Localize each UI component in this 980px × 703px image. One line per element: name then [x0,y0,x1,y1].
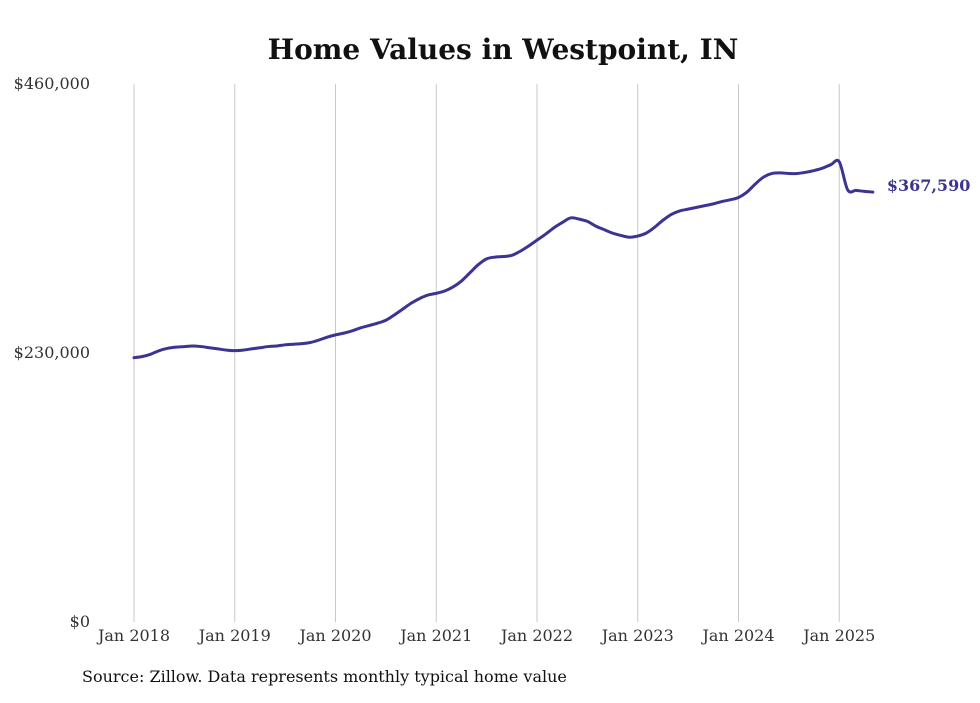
x-tick-label-5: Jan 2023 [600,626,674,645]
y-tick-label-1: $230,000 [14,343,90,362]
x-tick-label-3: Jan 2021 [398,626,472,645]
x-tick-label-0: Jan 2018 [96,626,170,645]
x-tick-label-4: Jan 2022 [499,626,573,645]
x-tick-label-1: Jan 2019 [197,626,271,645]
x-axis-ticks: Jan 2018 Jan 2019 Jan 2020 Jan 2021 Jan 2022… [96,626,875,645]
source-note: Source: Zillow. Data represents monthly … [82,667,567,686]
x-tick-label-7: Jan 2025 [801,626,875,645]
series-layer: $367,590 [132,158,971,360]
series-line-0 [132,158,875,360]
end-value-label: $367,590 [887,176,971,195]
chart-title: Home Values in Westpoint, IN [268,33,739,66]
y-tick-label-2: $460,000 [14,74,90,93]
y-axis-ticks: $0 $230,000 $460,000 [14,74,90,631]
y-tick-label-0: $0 [70,612,90,631]
x-tick-label-6: Jan 2024 [700,626,774,645]
gridlines [133,84,840,622]
x-tick-label-2: Jan 2020 [297,626,371,645]
